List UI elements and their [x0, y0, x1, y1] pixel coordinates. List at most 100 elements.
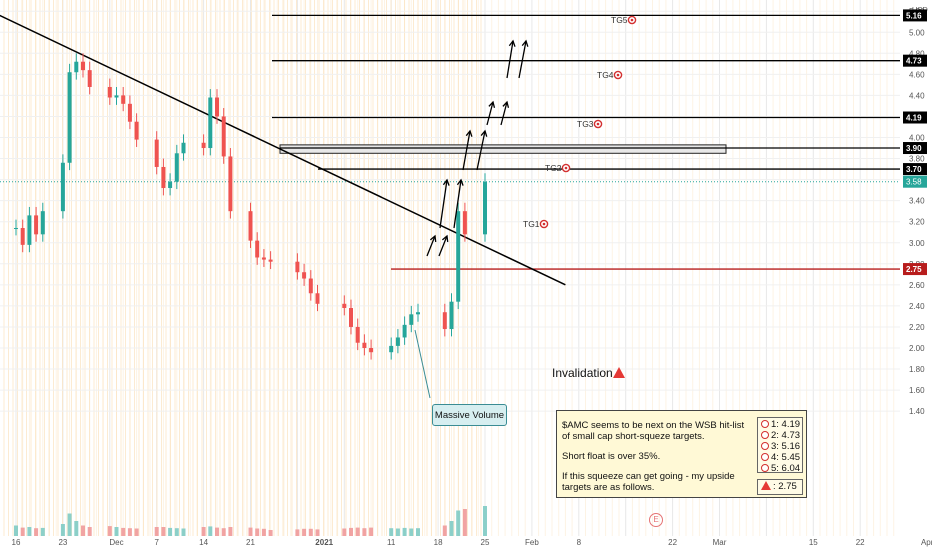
target-icon-center — [596, 122, 600, 126]
price-tick-label: 1.60 — [909, 386, 925, 395]
arrow-shaft — [438, 235, 448, 257]
volume-bar — [60, 524, 65, 536]
volume-bar — [134, 528, 139, 536]
candle-body — [295, 261, 300, 273]
volume-bar — [14, 525, 18, 536]
volume-bar — [34, 528, 39, 536]
volume-bar — [208, 526, 213, 536]
volume-bar — [255, 528, 260, 536]
volume-bar — [295, 529, 300, 536]
note-target-5: 5: 6.04 — [761, 463, 802, 474]
candle-body — [114, 95, 119, 98]
volume-bars — [14, 506, 487, 536]
price-tick-label: 4.80 — [909, 49, 925, 58]
arrow-shaft — [506, 40, 514, 79]
candle-body — [201, 142, 206, 149]
volume-bar — [121, 527, 126, 536]
level-price-text: 2.75 — [906, 265, 922, 274]
candle-body — [40, 211, 45, 235]
time-axis[interactable]: 1623Dec714212021111825Feb822Mar1522Apr12 — [0, 536, 932, 550]
target-icon-center — [616, 73, 620, 77]
candle-body — [302, 272, 307, 279]
candle-body — [261, 257, 266, 260]
target-tag-label: TG5 — [611, 15, 628, 25]
target-tags: TG5 TG4 TG3 TG2 TG1 — [523, 15, 637, 229]
volume-bar — [268, 530, 273, 536]
target-levels — [272, 14, 900, 270]
candle-body — [349, 308, 353, 327]
level-price-text: 4.19 — [906, 114, 922, 123]
level-price-text: 3.70 — [906, 165, 922, 174]
volume-bar — [449, 521, 454, 536]
candle-body — [87, 70, 92, 87]
level-price-text: 3.90 — [906, 144, 922, 153]
candle-body — [355, 326, 360, 343]
volume-bar — [456, 510, 461, 536]
arrow-head — [508, 39, 516, 47]
candle-body — [409, 314, 414, 325]
arrow-shaft — [518, 40, 527, 79]
note-target-4: 4: 5.45 — [761, 452, 802, 463]
volume-bar — [154, 527, 159, 536]
volume-bar — [174, 528, 179, 536]
candle-body — [221, 116, 226, 157]
earnings-badge[interactable]: E — [649, 513, 663, 527]
time-tick-label: 2021 — [315, 538, 333, 547]
target-icon — [761, 442, 769, 450]
candle-body — [389, 345, 394, 353]
price-axis[interactable]: 6.406.206.005.805.605.405.205.004.804.60… — [900, 0, 932, 550]
candle-body — [483, 181, 487, 235]
volume-bar — [349, 527, 353, 536]
candle-body — [449, 301, 454, 330]
price-tick-label: 2.60 — [909, 281, 925, 290]
note-target-2: 2: 4.73 — [761, 430, 802, 441]
candle-body — [416, 312, 420, 315]
candle-body — [215, 97, 219, 117]
price-tick-label: 2.20 — [909, 323, 925, 332]
candle-body — [121, 95, 126, 104]
last-price-badge — [903, 175, 927, 188]
candle-body — [462, 211, 467, 235]
candle-body — [27, 215, 32, 245]
candle-body — [315, 293, 320, 304]
arrow-shaft — [426, 235, 436, 257]
volume-bar — [87, 527, 92, 536]
target-tag-label: TG4 — [597, 70, 614, 80]
candle-body — [134, 121, 139, 140]
candle-body — [228, 156, 233, 212]
time-tick-label: Dec — [109, 538, 123, 547]
price-tick-label: 3.00 — [909, 239, 925, 248]
arrow-head — [429, 234, 437, 243]
volume-bar — [462, 509, 467, 536]
volume-bar — [342, 528, 347, 536]
volume-bar — [27, 527, 32, 536]
volume-bar — [168, 527, 173, 536]
volume-bar — [127, 528, 132, 536]
candle-body — [362, 342, 367, 348]
arrow-head — [441, 234, 449, 243]
note-target-3: 3: 5.16 — [761, 441, 802, 452]
time-tick-label: 15 — [809, 538, 818, 547]
volume-bar — [355, 527, 360, 536]
warning-icon — [613, 367, 625, 378]
time-tick-label: 21 — [246, 538, 255, 547]
price-tick-label: 4.40 — [909, 91, 925, 100]
volume-bar — [201, 527, 206, 536]
volume-bar — [261, 528, 266, 536]
note-target-list: 1: 4.19 2: 4.73 3: 5.16 4: 5.45 5: 6.04 — [757, 417, 803, 474]
massive-volume-callout: Massive Volume — [432, 404, 507, 426]
candle-body — [248, 211, 253, 241]
trendline-line — [0, 14, 566, 286]
time-tick-label: 23 — [58, 538, 67, 547]
time-axis-bg — [0, 536, 900, 550]
candle-body — [34, 215, 39, 235]
volume-bar — [302, 528, 307, 536]
volume-bar — [20, 527, 25, 536]
candle-body — [60, 162, 65, 212]
volume-bar — [248, 527, 253, 536]
warning-icon — [761, 481, 771, 490]
time-tick-label: Feb — [525, 538, 539, 547]
volume-bar — [409, 528, 414, 536]
candle-body — [442, 312, 447, 330]
